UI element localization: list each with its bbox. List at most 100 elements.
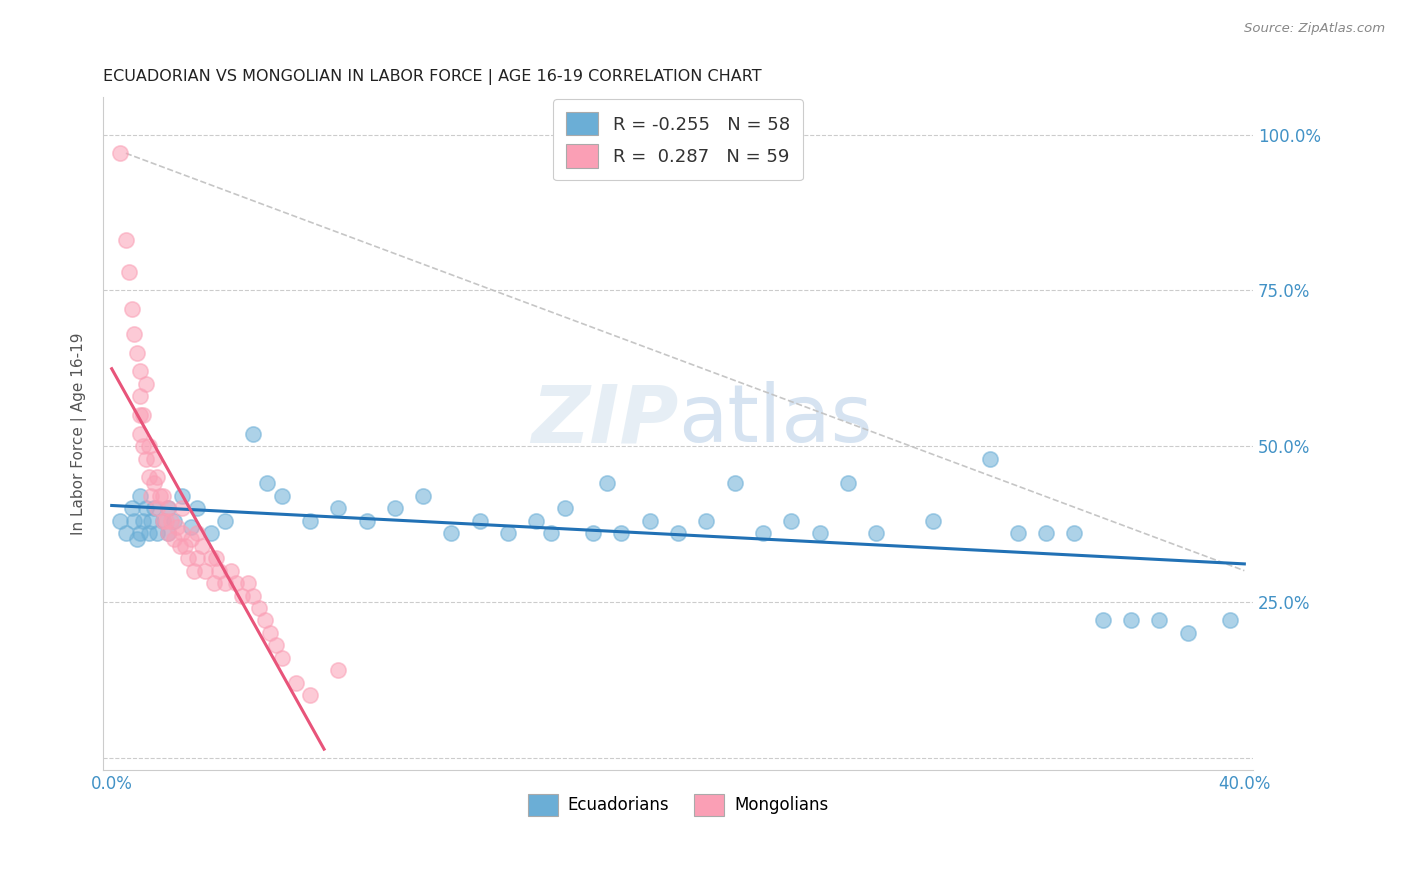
- Point: [202, 576, 225, 591]
- Point: [242, 426, 264, 441]
- Point: [468, 514, 491, 528]
- Point: [1219, 614, 1241, 628]
- Point: [440, 526, 463, 541]
- Point: [205, 551, 228, 566]
- Point: [979, 451, 1001, 466]
- Point: [141, 489, 163, 503]
- Point: [242, 589, 264, 603]
- Point: [1149, 614, 1171, 628]
- Legend: Ecuadorians, Mongolians: Ecuadorians, Mongolians: [520, 788, 835, 822]
- Point: [214, 576, 236, 591]
- Point: [180, 533, 202, 547]
- Point: [231, 589, 253, 603]
- Point: [118, 265, 141, 279]
- Point: [177, 551, 200, 566]
- Point: [186, 501, 208, 516]
- Point: [496, 526, 519, 541]
- Point: [138, 470, 160, 484]
- Point: [138, 439, 160, 453]
- Point: [146, 470, 169, 484]
- Point: [582, 526, 605, 541]
- Point: [143, 501, 166, 516]
- Point: [554, 501, 576, 516]
- Point: [135, 376, 157, 391]
- Point: [1119, 614, 1142, 628]
- Point: [356, 514, 378, 528]
- Text: ZIP: ZIP: [530, 381, 678, 459]
- Point: [194, 564, 217, 578]
- Point: [808, 526, 831, 541]
- Point: [284, 675, 307, 690]
- Point: [183, 564, 205, 578]
- Point: [174, 539, 197, 553]
- Point: [115, 526, 138, 541]
- Point: [141, 514, 163, 528]
- Point: [1035, 526, 1057, 541]
- Point: [108, 514, 131, 528]
- Point: [127, 533, 149, 547]
- Point: [146, 526, 169, 541]
- Point: [172, 489, 194, 503]
- Point: [666, 526, 689, 541]
- Point: [169, 539, 191, 553]
- Point: [152, 489, 174, 503]
- Text: Source: ZipAtlas.com: Source: ZipAtlas.com: [1244, 22, 1385, 36]
- Point: [1091, 614, 1114, 628]
- Point: [921, 514, 943, 528]
- Point: [129, 408, 152, 422]
- Point: [191, 539, 214, 553]
- Point: [157, 526, 180, 541]
- Point: [138, 526, 160, 541]
- Point: [724, 476, 747, 491]
- Point: [1007, 526, 1029, 541]
- Point: [172, 526, 194, 541]
- Point: [837, 476, 859, 491]
- Point: [610, 526, 633, 541]
- Point: [328, 663, 350, 677]
- Point: [1063, 526, 1085, 541]
- Point: [132, 408, 155, 422]
- Point: [157, 526, 180, 541]
- Point: [208, 564, 231, 578]
- Point: [166, 520, 188, 534]
- Point: [108, 146, 131, 161]
- Point: [121, 301, 143, 316]
- Point: [132, 514, 155, 528]
- Point: [135, 501, 157, 516]
- Point: [259, 626, 281, 640]
- Point: [200, 526, 222, 541]
- Point: [865, 526, 887, 541]
- Point: [157, 501, 180, 516]
- Point: [129, 426, 152, 441]
- Point: [219, 564, 242, 578]
- Point: [225, 576, 247, 591]
- Point: [172, 501, 194, 516]
- Point: [264, 639, 287, 653]
- Point: [163, 514, 186, 528]
- Point: [146, 501, 169, 516]
- Point: [298, 688, 321, 702]
- Point: [1177, 626, 1199, 640]
- Point: [135, 451, 157, 466]
- Point: [155, 514, 177, 528]
- Point: [124, 514, 146, 528]
- Point: [157, 501, 180, 516]
- Point: [328, 501, 350, 516]
- Point: [129, 489, 152, 503]
- Point: [695, 514, 717, 528]
- Point: [752, 526, 775, 541]
- Point: [143, 451, 166, 466]
- Point: [115, 234, 138, 248]
- Point: [780, 514, 803, 528]
- Point: [596, 476, 619, 491]
- Point: [180, 520, 202, 534]
- Point: [160, 514, 183, 528]
- Point: [152, 514, 174, 528]
- Point: [526, 514, 548, 528]
- Point: [247, 601, 270, 615]
- Point: [256, 476, 278, 491]
- Point: [186, 526, 208, 541]
- Point: [200, 551, 222, 566]
- Point: [132, 439, 155, 453]
- Point: [152, 514, 174, 528]
